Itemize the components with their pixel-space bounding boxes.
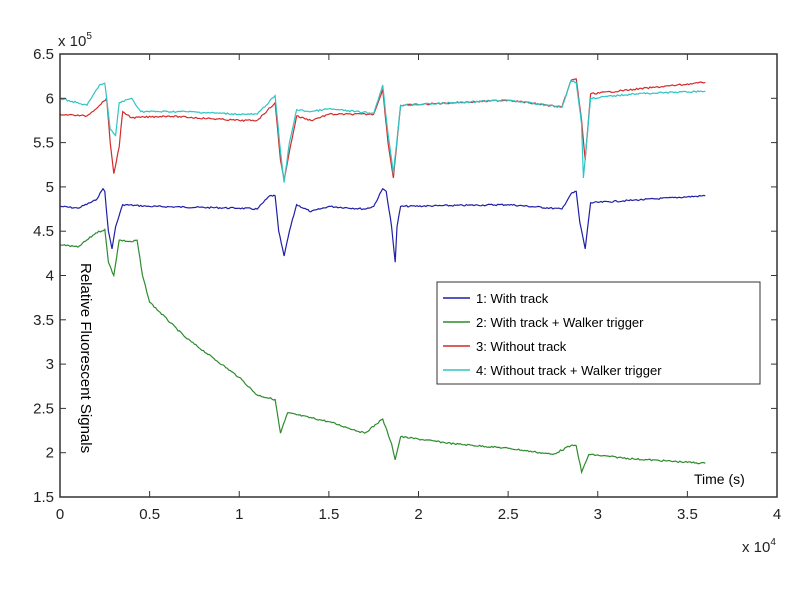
y-tick-label: 3.5 xyxy=(33,312,54,329)
y-tick-label: 3 xyxy=(46,356,54,373)
series-line-2 xyxy=(59,228,706,475)
legend-box xyxy=(436,281,761,385)
series-line-4 xyxy=(59,79,706,183)
y-tick-label: 2.5 xyxy=(33,400,54,417)
series-layer xyxy=(59,78,706,475)
y-tick-label: 6 xyxy=(46,90,54,107)
series-line-1 xyxy=(59,187,706,263)
plot-frame xyxy=(59,53,778,498)
y-tick-label: 1.5 xyxy=(33,489,54,506)
y-tick-label: 5.5 xyxy=(33,135,54,152)
x-axis-label: Time (s) xyxy=(694,471,745,487)
x-tick-label: 2.5 xyxy=(498,506,519,523)
y-tick-label: 5 xyxy=(46,179,54,196)
x-tick-label: 2 xyxy=(414,506,422,523)
x-tick-label: 3 xyxy=(594,506,602,523)
x-tick-label: 1 xyxy=(235,506,243,523)
y-tick-label: 4 xyxy=(46,268,54,285)
y-tick-label: 4.5 xyxy=(33,223,54,240)
legend-entry: 4: Without track + Walker trigger xyxy=(476,363,662,378)
y-tick-label: 6.5 xyxy=(33,46,54,63)
x-multiplier: x 104 xyxy=(742,537,776,556)
legend-entry: 3: Without track xyxy=(476,339,567,354)
x-tick-label: 0 xyxy=(56,506,64,523)
legend-entry: 2: With track + Walker trigger xyxy=(476,315,644,330)
ticks-layer: 0 0.5 1 1.5 2 2.5 3 3.5 4 1.5 2 2.5 3 3.5 4 4.5 5 5.5 6 6.5 xyxy=(33,46,781,523)
legend-entry: 1: With track xyxy=(476,291,549,306)
y-axis-label: Relative Fluorescent Signals xyxy=(77,263,94,453)
x-tick-label: 3.5 xyxy=(677,506,698,523)
x-tick-label: 1.5 xyxy=(318,506,339,523)
y-multiplier: x 105 xyxy=(58,31,92,50)
y-tick-label: 2 xyxy=(46,445,54,462)
x-tick-label: 4 xyxy=(773,506,781,523)
legend: 1: With track 2: With track + Walker trig… xyxy=(436,281,761,385)
x-tick-label: 0.5 xyxy=(139,506,160,523)
series-line-3 xyxy=(59,78,706,180)
